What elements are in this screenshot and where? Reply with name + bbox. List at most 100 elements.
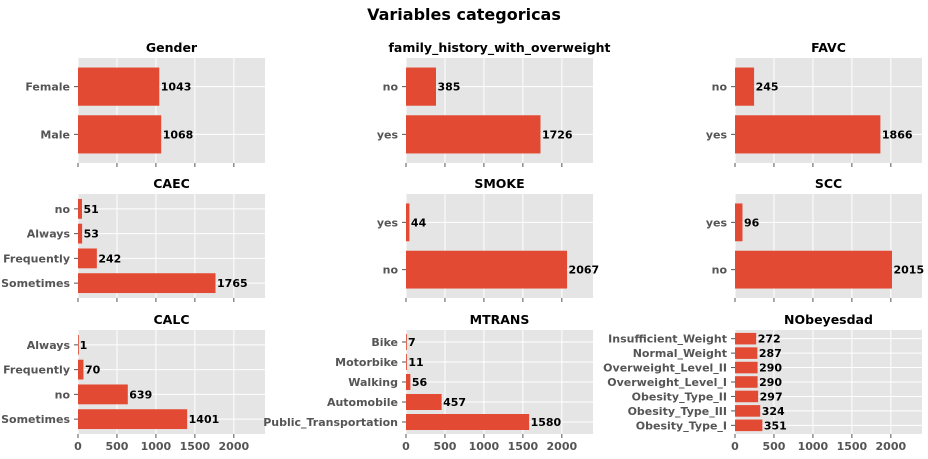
subplot-smoke: 44 yes 2067 no SMOKE	[377, 176, 599, 302]
bar-normal-weight	[735, 347, 758, 359]
subplot-title: NObeyesdad	[784, 312, 873, 327]
xtick-label: 1500	[180, 440, 211, 453]
xtick-label: 1000	[798, 440, 829, 453]
subplot-title: SCC	[815, 176, 842, 191]
xtick-label: 500	[762, 440, 785, 453]
value-label: 242	[98, 252, 121, 265]
value-label: 1765	[217, 277, 248, 290]
value-label: 1726	[542, 128, 573, 141]
subplot-title: family_history_with_overweight	[388, 40, 610, 56]
subplot-title: FAVC	[811, 40, 846, 55]
ytick-label: Male	[40, 128, 70, 141]
subplot-title: Gender	[146, 40, 198, 55]
subplot-title: SMOKE	[474, 176, 524, 191]
subplot-gender: 1043 Female 1068 Male Gender	[25, 40, 265, 167]
value-label: 11	[408, 356, 423, 369]
bar-frequently	[78, 248, 97, 269]
ytick-label: Overweight_Level_II	[603, 362, 727, 375]
figure-title: Variables categoricas	[367, 5, 561, 24]
ytick-label: Normal_Weight	[633, 347, 727, 360]
bar-yes	[406, 203, 410, 242]
bar-no	[406, 67, 436, 106]
value-label: 245	[756, 81, 779, 94]
bar-obesity-type-ii	[735, 390, 759, 403]
bar-always	[78, 334, 79, 355]
value-label: 385	[437, 81, 460, 94]
xtick-label: 0	[731, 440, 739, 453]
xtick-label: 500	[105, 440, 128, 453]
value-label: 272	[758, 333, 781, 346]
value-label: 1580	[531, 416, 562, 429]
xtick-label: 1000	[141, 440, 172, 453]
ytick-label: Obesity_Type_II	[632, 390, 727, 403]
value-label: 2067	[569, 264, 600, 277]
ytick-label: Sometimes	[1, 413, 70, 426]
bar-always	[78, 223, 83, 244]
xtick-label: 1500	[837, 440, 868, 453]
subplot-nobeyesdad: 272 Insufficient_Weight 287 Normal_Weight 29…	[603, 312, 922, 453]
value-label: 7	[408, 336, 416, 349]
bar-no	[735, 250, 893, 289]
bar-walking	[406, 374, 411, 390]
ytick-label: Motorbike	[335, 356, 398, 369]
subplot-favc: 245 no 1866 yes FAVC	[706, 40, 922, 167]
value-label: 290	[759, 362, 782, 375]
ytick-label: yes	[706, 128, 728, 141]
subplot-title: MTRANS	[470, 312, 530, 327]
ytick-label: Obesity_Type_I	[636, 419, 727, 432]
value-label: 639	[129, 388, 152, 401]
subplot-title: CAEC	[153, 176, 190, 191]
value-label: 96	[744, 216, 760, 229]
bar-overweight-level-i	[735, 376, 758, 388]
xtick-label: 2000	[876, 440, 907, 453]
subplot-family-history-with-overweight: 385 no 1726 yes family_history_with_overweig…	[377, 40, 611, 167]
value-label: 457	[443, 396, 466, 409]
subplot-caec: 51 no 53 Always 242 Frequently 1765 Sometimes CA…	[1, 176, 265, 302]
bar-no	[406, 250, 568, 289]
bar-obesity-type-iii	[735, 405, 761, 417]
xtick-label: 1500	[508, 440, 539, 453]
ytick-label: Walking	[348, 376, 398, 389]
value-label: 2015	[894, 264, 925, 277]
ytick-label: Female	[25, 81, 70, 94]
ytick-label: no	[383, 81, 399, 94]
bar-automobile	[406, 394, 442, 410]
value-label: 324	[762, 405, 785, 418]
bar-frequently	[78, 359, 84, 380]
bar-obesity-type-i	[735, 419, 763, 432]
value-label: 70	[85, 364, 101, 377]
value-label: 53	[84, 228, 99, 241]
value-label: 1401	[189, 413, 220, 426]
xtick-label: 2000	[547, 440, 578, 453]
ytick-label: Frequently	[3, 364, 70, 377]
ytick-label: no	[383, 264, 399, 277]
bar-yes	[735, 115, 881, 154]
ytick-label: Insufficient_Weight	[608, 333, 727, 346]
value-label: 1	[80, 339, 88, 352]
ytick-label: no	[712, 81, 728, 94]
ytick-label: yes	[706, 216, 728, 229]
subplot-mtrans: 7 Bike 11 Motorbike 56 Walking 457 Automobile 15…	[263, 312, 593, 453]
subplots: 1043 Female 1068 Male Gender 385 no 1726 yes fami…	[1, 40, 924, 453]
bar-female	[78, 67, 160, 106]
value-label: 297	[760, 390, 783, 403]
xtick-label: 1000	[469, 440, 500, 453]
bar-sometimes	[78, 409, 188, 430]
ytick-label: yes	[377, 216, 399, 229]
bar-male	[78, 115, 162, 154]
value-label: 287	[759, 347, 782, 360]
ytick-label: no	[55, 203, 71, 216]
ytick-label: Public_Transportation	[263, 416, 398, 429]
ytick-label: Obesity_Type_III	[628, 405, 727, 418]
xtick-label: 2000	[219, 440, 250, 453]
value-label: 51	[83, 203, 98, 216]
xtick-label: 0	[402, 440, 410, 453]
ytick-label: no	[55, 388, 71, 401]
ytick-label: yes	[377, 128, 399, 141]
subplot-scc: 96 yes 2015 no SCC	[706, 176, 924, 302]
xtick-label: 500	[433, 440, 456, 453]
value-label: 1068	[163, 128, 194, 141]
value-label: 44	[411, 216, 427, 229]
value-label: 351	[764, 419, 787, 432]
